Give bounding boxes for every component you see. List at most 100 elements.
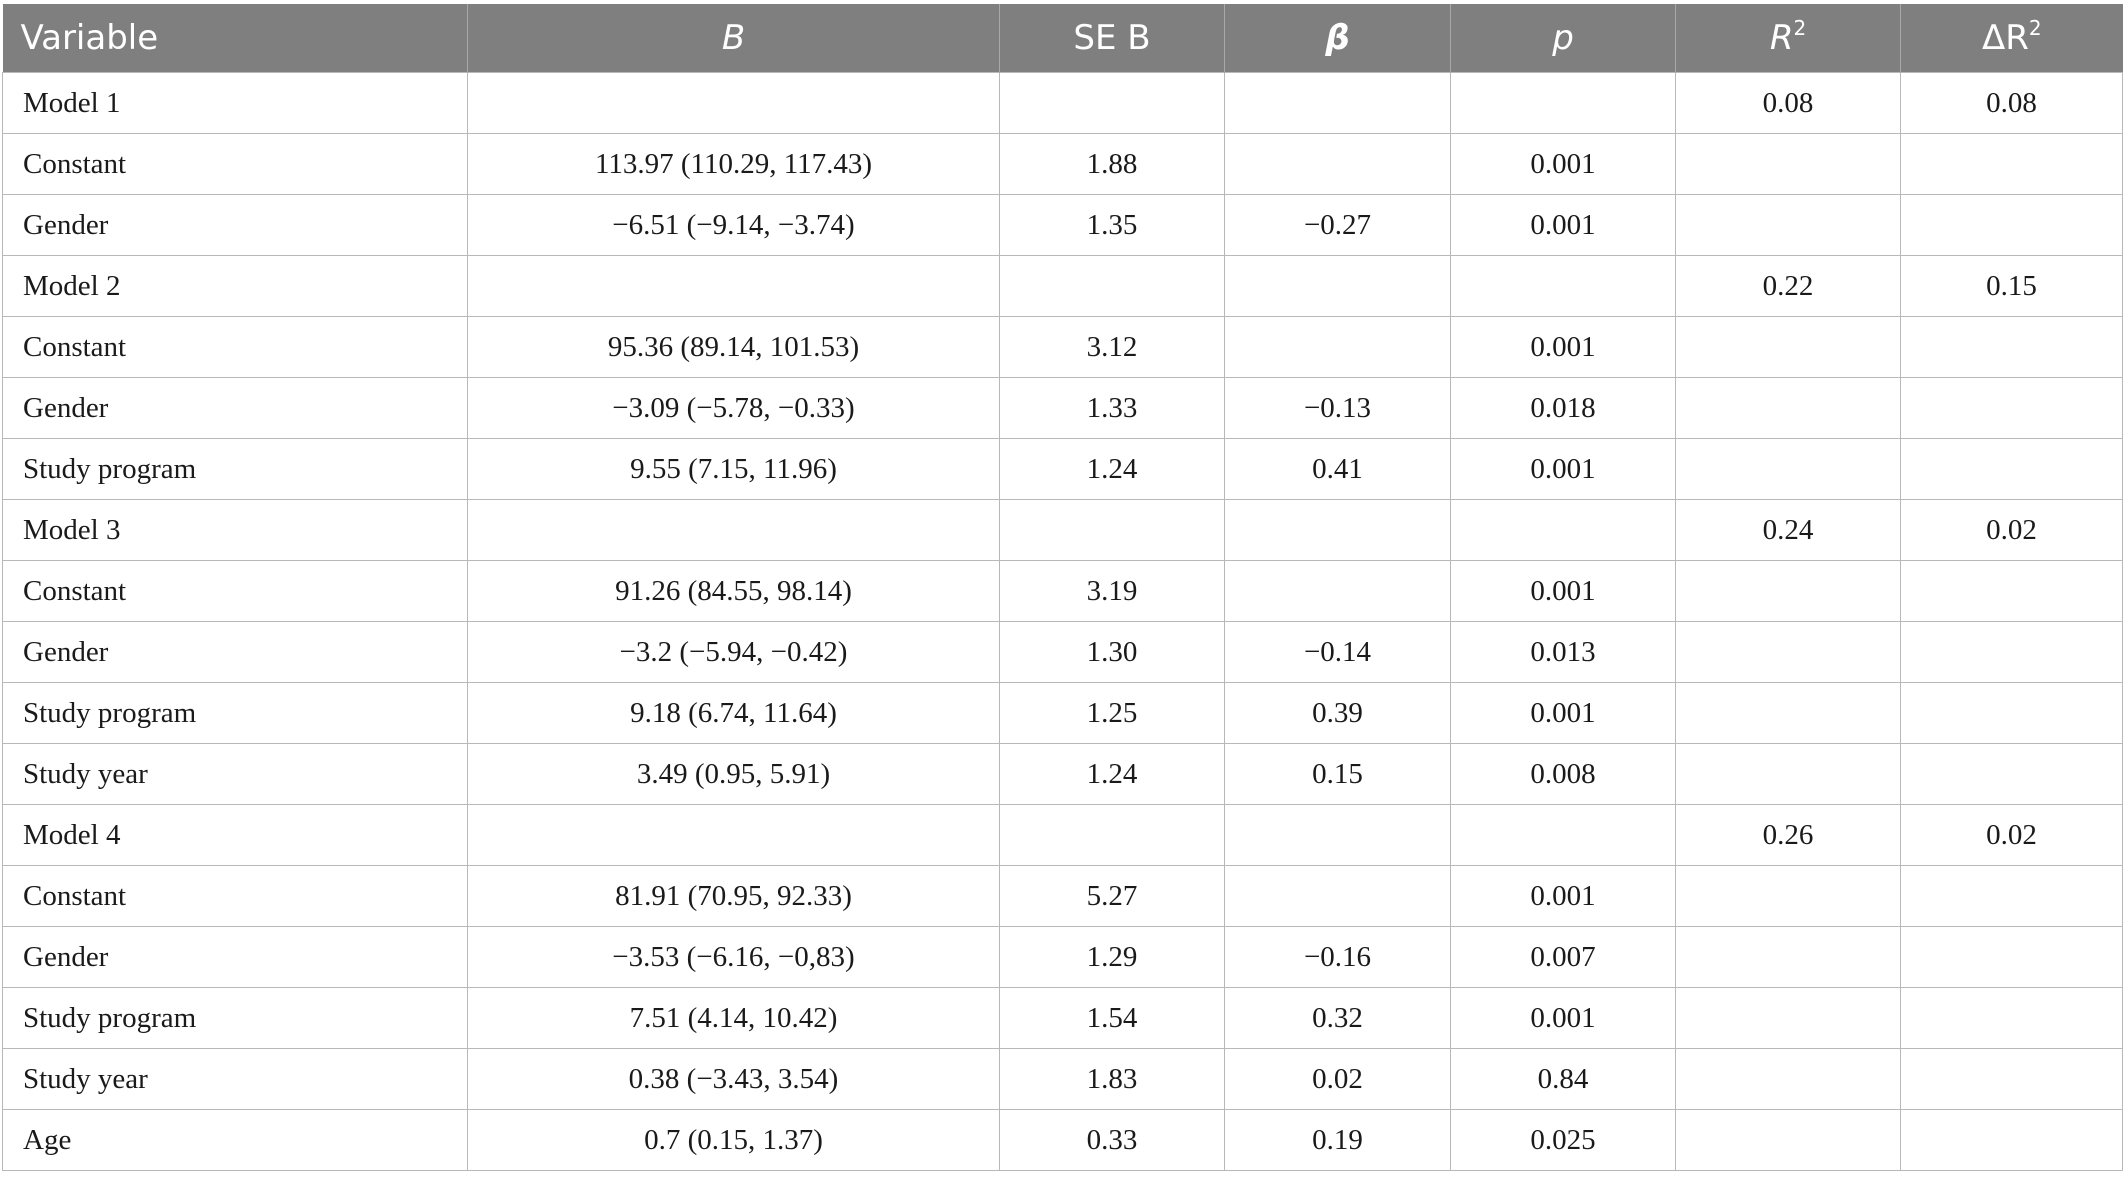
cell-se-b: 1.24 xyxy=(999,438,1225,500)
cell-beta xyxy=(1224,72,1451,134)
header-b-label: B xyxy=(721,18,746,58)
cell-r2 xyxy=(1675,438,1901,500)
header-delta-r2: ΔR2 xyxy=(1900,4,2123,73)
cell-p: 0.001 xyxy=(1450,316,1676,378)
cell-beta: 0.32 xyxy=(1224,987,1451,1049)
cell-se-b: 1.24 xyxy=(999,743,1225,805)
cell-variable: Model 2 xyxy=(2,255,468,317)
table-row: Model 4 0.26 0.02 xyxy=(2,804,2123,866)
cell-p: 0.001 xyxy=(1450,133,1676,195)
cell-delta-r2 xyxy=(1900,865,2123,927)
cell-r2 xyxy=(1675,316,1901,378)
cell-b xyxy=(467,255,1000,317)
cell-delta-r2 xyxy=(1900,438,2123,500)
cell-se-b xyxy=(999,72,1225,134)
cell-r2: 0.08 xyxy=(1675,72,1901,134)
cell-b: −6.51 (−9.14, −3.74) xyxy=(467,194,1000,256)
cell-variable: Constant xyxy=(2,560,468,622)
header-variable: Variable xyxy=(2,4,468,73)
cell-variable: Model 1 xyxy=(2,72,468,134)
cell-b: 9.18 (6.74, 11.64) xyxy=(467,682,1000,744)
cell-se-b xyxy=(999,255,1225,317)
cell-p: 0.001 xyxy=(1450,865,1676,927)
cell-se-b: 1.54 xyxy=(999,987,1225,1049)
header-r2-sup: 2 xyxy=(1793,16,1807,40)
cell-delta-r2 xyxy=(1900,682,2123,744)
table-row: Study program 7.51 (4.14, 10.42) 1.54 0.32 0… xyxy=(2,987,2123,1049)
cell-variable: Study year xyxy=(2,1048,468,1110)
cell-se-b: 1.88 xyxy=(999,133,1225,195)
cell-b xyxy=(467,804,1000,866)
cell-delta-r2 xyxy=(1900,987,2123,1049)
cell-beta: 0.15 xyxy=(1224,743,1451,805)
cell-p xyxy=(1450,72,1676,134)
cell-delta-r2 xyxy=(1900,743,2123,805)
cell-delta-r2 xyxy=(1900,377,2123,439)
cell-variable: Gender xyxy=(2,377,468,439)
table-row: Gender −6.51 (−9.14, −3.74) 1.35 −0.27 0.001 xyxy=(2,194,2123,256)
cell-r2 xyxy=(1675,560,1901,622)
cell-b: 0.38 (−3.43, 3.54) xyxy=(467,1048,1000,1110)
table-row: Gender −3.09 (−5.78, −0.33) 1.33 −0.13 0.018 xyxy=(2,377,2123,439)
cell-r2: 0.26 xyxy=(1675,804,1901,866)
cell-delta-r2 xyxy=(1900,1048,2123,1110)
cell-delta-r2 xyxy=(1900,1109,2123,1171)
cell-b: 7.51 (4.14, 10.42) xyxy=(467,987,1000,1049)
cell-se-b xyxy=(999,804,1225,866)
table-row: Constant 95.36 (89.14, 101.53) 3.12 0.001 xyxy=(2,316,2123,378)
cell-r2 xyxy=(1675,1109,1901,1171)
cell-variable: Study program xyxy=(2,987,468,1049)
cell-b: 0.7 (0.15, 1.37) xyxy=(467,1109,1000,1171)
cell-delta-r2 xyxy=(1900,194,2123,256)
cell-p: 0.008 xyxy=(1450,743,1676,805)
cell-variable: Age xyxy=(2,1109,468,1171)
cell-delta-r2: 0.08 xyxy=(1900,72,2123,134)
cell-se-b: 1.25 xyxy=(999,682,1225,744)
cell-delta-r2 xyxy=(1900,316,2123,378)
cell-variable: Study program xyxy=(2,682,468,744)
cell-b: 91.26 (84.55, 98.14) xyxy=(467,560,1000,622)
cell-se-b: 1.33 xyxy=(999,377,1225,439)
cell-beta: 0.02 xyxy=(1224,1048,1451,1110)
cell-beta xyxy=(1224,133,1451,195)
cell-b: 9.55 (7.15, 11.96) xyxy=(467,438,1000,500)
cell-p xyxy=(1450,255,1676,317)
table-row: Age 0.7 (0.15, 1.37) 0.33 0.19 0.025 xyxy=(2,1109,2123,1171)
cell-beta: −0.16 xyxy=(1224,926,1451,988)
cell-delta-r2: 0.15 xyxy=(1900,255,2123,317)
cell-p xyxy=(1450,804,1676,866)
cell-beta xyxy=(1224,255,1451,317)
header-delta-r2-label: ΔR xyxy=(1981,18,2029,58)
cell-p: 0.007 xyxy=(1450,926,1676,988)
header-r2-label: R xyxy=(1769,18,1794,58)
table-row: Constant 91.26 (84.55, 98.14) 3.19 0.001 xyxy=(2,560,2123,622)
cell-r2 xyxy=(1675,682,1901,744)
cell-beta: −0.14 xyxy=(1224,621,1451,683)
cell-variable: Gender xyxy=(2,194,468,256)
cell-se-b xyxy=(999,499,1225,561)
header-se-b: SE B xyxy=(999,4,1225,73)
cell-delta-r2: 0.02 xyxy=(1900,499,2123,561)
table-row: Gender −3.2 (−5.94, −0.42) 1.30 −0.14 0.013 xyxy=(2,621,2123,683)
cell-beta xyxy=(1224,316,1451,378)
cell-variable: Constant xyxy=(2,865,468,927)
cell-delta-r2 xyxy=(1900,926,2123,988)
cell-r2 xyxy=(1675,621,1901,683)
cell-beta xyxy=(1224,865,1451,927)
cell-delta-r2 xyxy=(1900,133,2123,195)
regression-table: Variable B SE B β p R2 ΔR2 Model 1 0.08 0.… xyxy=(2,4,2123,1171)
cell-p: 0.001 xyxy=(1450,438,1676,500)
cell-r2 xyxy=(1675,194,1901,256)
cell-b xyxy=(467,72,1000,134)
table-row: Study program 9.55 (7.15, 11.96) 1.24 0.41 0… xyxy=(2,438,2123,500)
cell-beta: 0.41 xyxy=(1224,438,1451,500)
cell-variable: Study year xyxy=(2,743,468,805)
cell-beta xyxy=(1224,560,1451,622)
header-b: B xyxy=(467,4,1000,73)
cell-se-b: 5.27 xyxy=(999,865,1225,927)
header-delta-r2-sup: 2 xyxy=(2028,16,2042,40)
cell-beta: 0.19 xyxy=(1224,1109,1451,1171)
header-p: p xyxy=(1450,4,1676,73)
cell-r2 xyxy=(1675,377,1901,439)
cell-se-b: 1.29 xyxy=(999,926,1225,988)
